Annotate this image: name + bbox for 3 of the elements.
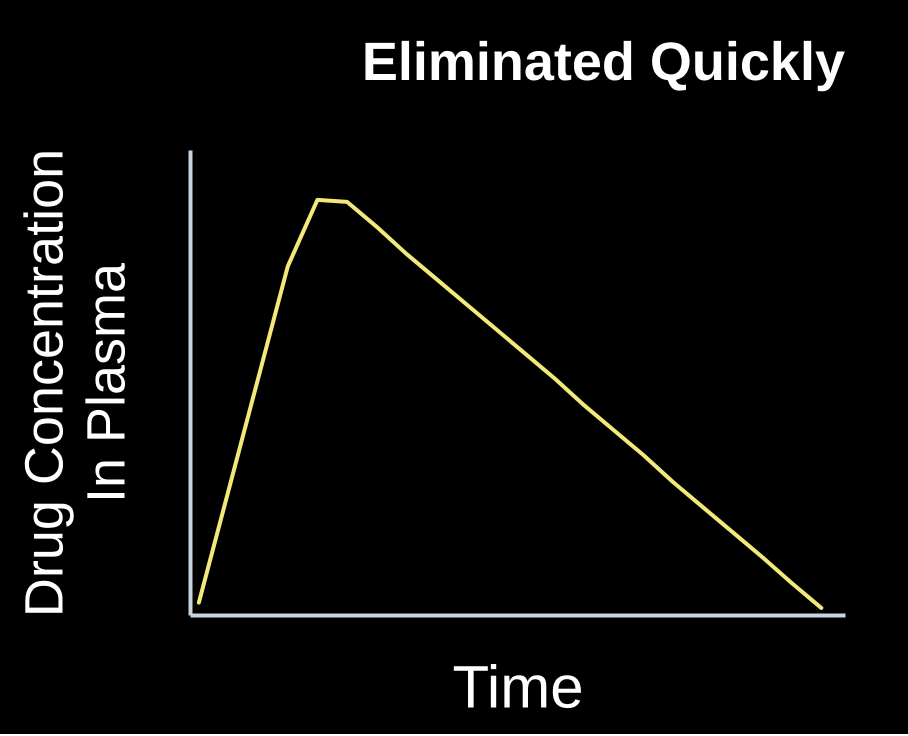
y-axis-title: Drug Concentration In Plasma [14, 148, 136, 618]
chart-title: Eliminated Quickly [362, 32, 845, 92]
x-axis-title: Time [452, 654, 584, 720]
